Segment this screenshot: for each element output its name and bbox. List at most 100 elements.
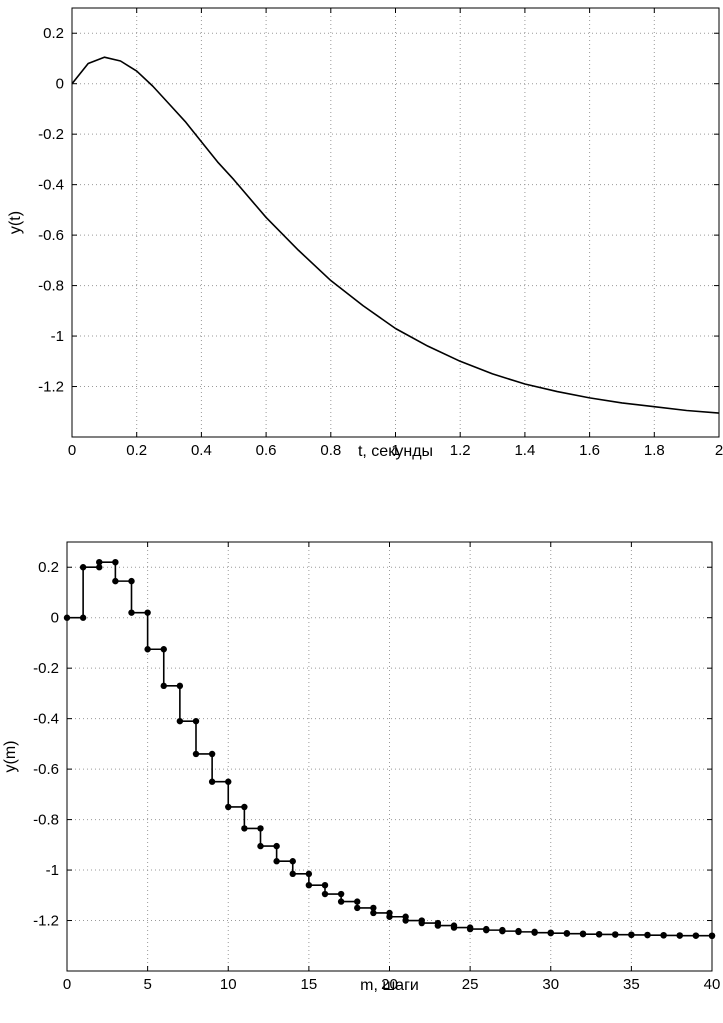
x-tick-label: 0	[63, 976, 71, 993]
y-tick-label: -1	[46, 862, 59, 879]
data-point-hold	[144, 609, 151, 616]
y-tick-label: -0.4	[38, 177, 64, 194]
y-tick-label: -1.2	[38, 379, 64, 396]
data-point	[628, 931, 635, 939]
x-tick-label: 1.2	[450, 442, 471, 459]
data-point	[708, 932, 716, 940]
x-tick-label: 0.6	[256, 442, 277, 459]
x-axis-label: m, шаги	[360, 977, 419, 994]
x-tick-label: 0.2	[126, 442, 147, 459]
chart-continuous-response: 0 0.2 0.4 0.6 0.8 1 1.2 1.4 1.6 1.8 2 -1.2 -1 -0.8 -0.…	[7, 7, 723, 460]
data-point-hold	[176, 682, 184, 690]
x-tick-label: 0	[68, 442, 76, 459]
plot-frame	[71, 7, 720, 438]
data-point	[466, 925, 474, 933]
data-point	[128, 609, 135, 616]
data-point	[595, 931, 603, 938]
data-point-hold	[257, 825, 264, 832]
data-point	[160, 682, 167, 690]
data-point	[257, 842, 264, 850]
data-point-hold	[305, 870, 313, 878]
y-axis-label: y(t)	[7, 211, 24, 234]
data-point-hold	[289, 858, 296, 865]
y-tick-label: -0.2	[33, 660, 59, 677]
y-tick-label: 0	[51, 610, 59, 627]
data-point-hold	[273, 842, 280, 850]
y-tick-label: 0	[56, 76, 64, 93]
data-point-hold	[128, 577, 135, 585]
x-tick-label: 1.8	[644, 442, 665, 459]
data-point	[547, 929, 554, 937]
data-point	[354, 904, 361, 912]
data-point	[225, 803, 232, 811]
data-point	[450, 924, 458, 931]
data-point	[273, 858, 280, 865]
data-point-hold	[160, 646, 167, 653]
data-point-hold	[192, 717, 200, 725]
data-point	[79, 564, 87, 571]
x-tick-label: 5	[143, 976, 151, 993]
data-point-hold	[354, 898, 361, 905]
data-point	[692, 932, 700, 939]
y-tick-label: 0.2	[38, 559, 59, 576]
data-point	[676, 932, 683, 939]
data-point	[499, 927, 506, 935]
data-point-hold	[112, 558, 119, 566]
data-point	[563, 930, 571, 937]
data-point	[434, 922, 442, 929]
x-tick-label: 25	[462, 976, 479, 993]
data-point	[305, 882, 313, 889]
data-point	[63, 614, 71, 621]
data-point-hold	[79, 614, 87, 621]
data-point-hold	[96, 564, 103, 571]
data-point	[612, 931, 619, 938]
data-point	[144, 646, 151, 653]
data-point	[112, 577, 119, 585]
x-tick-label: 15	[301, 976, 318, 993]
data-point	[531, 929, 538, 936]
x-tick-label: 1.6	[579, 442, 600, 459]
y-tick-label: 0.2	[43, 25, 64, 42]
y-axis-label: y(m)	[2, 741, 19, 773]
x-tick-label: 0.8	[320, 442, 341, 459]
y-tick-label: -0.4	[33, 711, 59, 728]
x-tick-label: 2	[715, 442, 723, 459]
y-tick-label: -1.2	[33, 913, 59, 930]
y-tick-label: -0.8	[33, 812, 59, 829]
y-tick-label: -0.6	[38, 227, 64, 244]
data-point	[208, 778, 216, 785]
data-point	[418, 919, 425, 927]
y-tick-label: -1	[51, 328, 64, 345]
chart-discrete-response: 0 5 10 15 20 25 30 35 40 -1.2 -1 -0.8 -0.6 -0.4 -0.2 0 0…	[2, 541, 721, 994]
data-point	[289, 870, 296, 878]
data-point	[386, 913, 393, 920]
data-point	[402, 917, 409, 924]
x-tick-label: 30	[542, 976, 559, 993]
x-tick-label: 1	[391, 442, 399, 459]
data-point	[241, 825, 248, 832]
data-point	[337, 898, 345, 905]
data-point	[192, 750, 200, 758]
data-point	[176, 717, 184, 725]
plot-frame	[66, 541, 713, 972]
x-tick-label: 10	[220, 976, 237, 993]
data-point	[96, 558, 103, 566]
data-point-hold	[241, 803, 248, 811]
data-point-hold	[225, 778, 232, 785]
x-tick-label: 20	[381, 976, 398, 993]
x-tick-label: 1.4	[514, 442, 535, 459]
x-tick-label: 35	[623, 976, 640, 993]
data-point-hold	[208, 750, 216, 758]
y-tick-label: -0.8	[38, 278, 64, 295]
series-line	[71, 56, 720, 414]
y-tick-label: -0.2	[38, 126, 64, 143]
y-tick-label: -0.6	[33, 761, 59, 778]
x-axis-label: t, секунды	[358, 443, 433, 460]
data-point-hold	[370, 904, 377, 912]
data-point	[483, 926, 490, 934]
x-tick-label: 0.4	[191, 442, 212, 459]
x-tick-label: 40	[704, 976, 721, 993]
data-point-hold	[321, 882, 329, 889]
data-point	[660, 932, 667, 939]
